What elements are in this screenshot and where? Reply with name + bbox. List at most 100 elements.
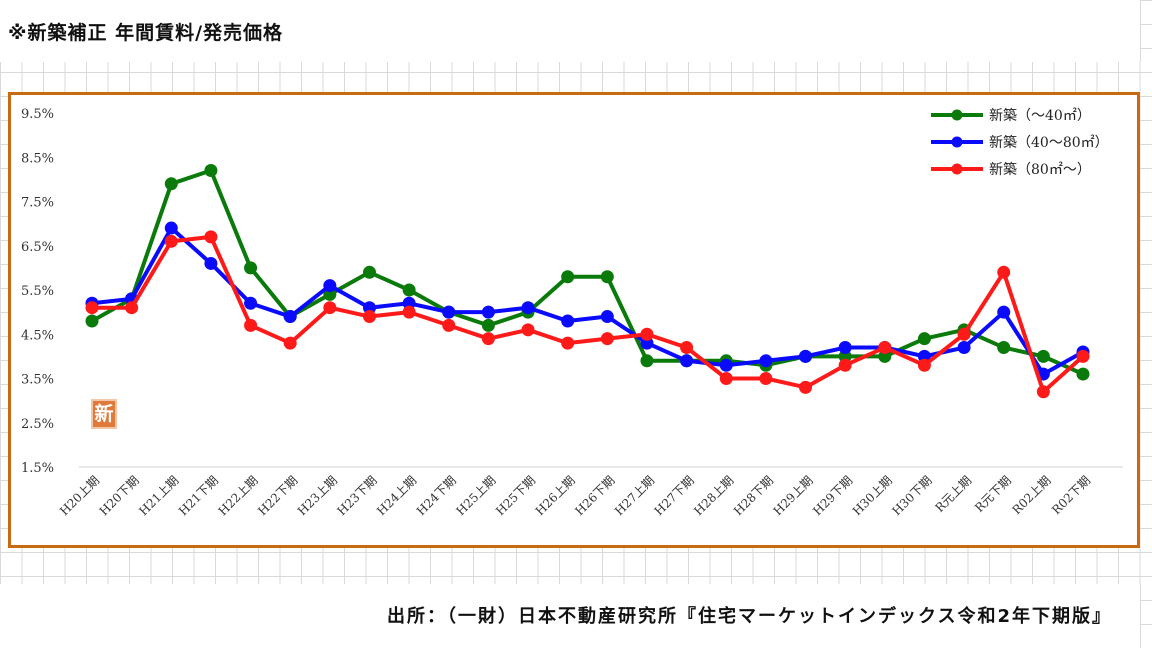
data-point	[600, 332, 614, 346]
x-tick-label: H24上期	[374, 473, 419, 518]
data-point	[759, 354, 773, 368]
x-tick-label: H20下期	[97, 473, 142, 518]
data-point	[481, 305, 495, 319]
data-point	[719, 372, 733, 385]
x-tick-label: H25上期	[453, 473, 498, 518]
page-title: ※新築補正 年間賃料/発売価格	[8, 22, 284, 44]
data-point	[85, 301, 99, 315]
data-point	[125, 301, 139, 315]
x-tick-label: H28上期	[691, 473, 736, 518]
data-point	[680, 354, 694, 368]
data-point	[759, 372, 773, 385]
legend-label: 新築（～40㎡）	[989, 108, 1091, 124]
y-tick-label: 5.5%	[21, 284, 54, 299]
legend-label: 新築（40～80㎡）	[989, 135, 1109, 151]
x-tick-label: H27上期	[612, 473, 657, 518]
footer-band: 出所：（一財）日本不動産研究所『住宅マーケットインデックス令和2年下期版』	[0, 584, 1141, 648]
data-point	[481, 332, 495, 346]
x-tick-label: R元下期	[972, 473, 1014, 515]
data-point	[442, 318, 456, 332]
data-point	[481, 318, 495, 332]
legend-marker	[951, 109, 963, 121]
data-point	[799, 349, 813, 363]
data-point	[1036, 349, 1050, 363]
y-tick-label: 8.5%	[21, 151, 54, 166]
x-tick-label: H25下期	[493, 473, 538, 518]
data-point	[600, 310, 614, 324]
title-band: ※新築補正 年間賃料/発売価格	[0, 0, 1141, 62]
data-point	[164, 234, 178, 248]
data-point	[85, 314, 99, 328]
x-tick-label: H26下期	[572, 473, 617, 518]
chart-frame: 9.5% 8.5% 7.5% 6.5% 5.5% 4.5% 3.5% 2.5% 1.5% H20上…	[8, 92, 1140, 548]
y-tick-label: 7.5%	[21, 196, 54, 211]
x-tick-label: H20上期	[57, 473, 102, 518]
data-point	[997, 341, 1011, 355]
data-point	[917, 332, 931, 346]
data-point	[561, 314, 575, 328]
new-badge: 新	[91, 399, 117, 429]
legend-label: 新築（80㎡～）	[989, 162, 1091, 178]
data-point	[838, 358, 852, 372]
data-point	[640, 354, 654, 368]
series-line	[91, 168, 1084, 376]
data-point	[1036, 385, 1050, 399]
data-point	[244, 261, 258, 275]
data-point	[600, 270, 614, 284]
x-tick-label: R02下期	[1049, 473, 1093, 517]
data-point	[362, 310, 376, 324]
x-tick-label: H29上期	[771, 473, 816, 518]
data-point	[283, 310, 297, 324]
data-point	[561, 270, 575, 284]
data-point	[521, 301, 535, 315]
data-point	[640, 327, 654, 341]
x-tick-label: H30上期	[850, 473, 895, 518]
y-tick-label: 2.5%	[21, 417, 54, 432]
data-point	[164, 221, 178, 235]
x-tick-label: H23下期	[335, 473, 380, 518]
data-point	[957, 327, 971, 341]
series-line	[92, 234, 1085, 394]
data-point	[402, 283, 416, 297]
x-tick-label: H23上期	[295, 473, 340, 518]
data-point	[719, 358, 733, 372]
data-point	[442, 305, 456, 319]
line-chart: 9.5% 8.5% 7.5% 6.5% 5.5% 4.5% 3.5% 2.5% 1.5%H20上…	[21, 107, 1123, 518]
source-note: 出所：（一財）日本不動産研究所『住宅マーケットインデックス令和2年下期版』	[387, 606, 1112, 627]
y-tick-label: 6.5%	[21, 240, 54, 255]
y-tick-label: 3.5%	[21, 373, 54, 388]
x-tick-label: H21上期	[136, 473, 181, 518]
x-tick-label: H22上期	[216, 473, 261, 518]
data-point	[402, 305, 416, 319]
data-point	[1076, 349, 1090, 363]
data-point	[799, 380, 813, 394]
data-point	[680, 341, 694, 355]
data-point	[957, 341, 971, 355]
x-tick-label: R元上期	[932, 473, 974, 515]
y-tick-label: 1.5%	[21, 461, 54, 476]
legend-marker	[951, 136, 963, 148]
y-tick-label: 4.5%	[21, 328, 54, 343]
x-tick-label: H26上期	[533, 473, 578, 518]
data-point	[164, 177, 178, 191]
legend-marker	[951, 163, 963, 175]
data-point	[521, 323, 535, 337]
x-tick-label: H21下期	[176, 473, 221, 518]
data-point	[362, 265, 376, 279]
data-point	[244, 296, 258, 310]
data-point	[323, 301, 337, 315]
data-point	[997, 305, 1011, 319]
data-point	[204, 256, 218, 270]
data-point	[1076, 367, 1090, 381]
x-tick-label: H22下期	[255, 473, 300, 518]
data-point	[838, 341, 852, 355]
x-tick-label: H27下期	[652, 473, 697, 518]
x-tick-label: R02上期	[1009, 473, 1053, 517]
data-point	[204, 230, 218, 244]
data-point	[244, 318, 258, 332]
data-point	[997, 265, 1011, 279]
data-point	[283, 336, 297, 350]
x-tick-label: H29下期	[810, 473, 855, 518]
y-tick-label: 9.5%	[21, 107, 54, 122]
data-point	[561, 336, 575, 350]
